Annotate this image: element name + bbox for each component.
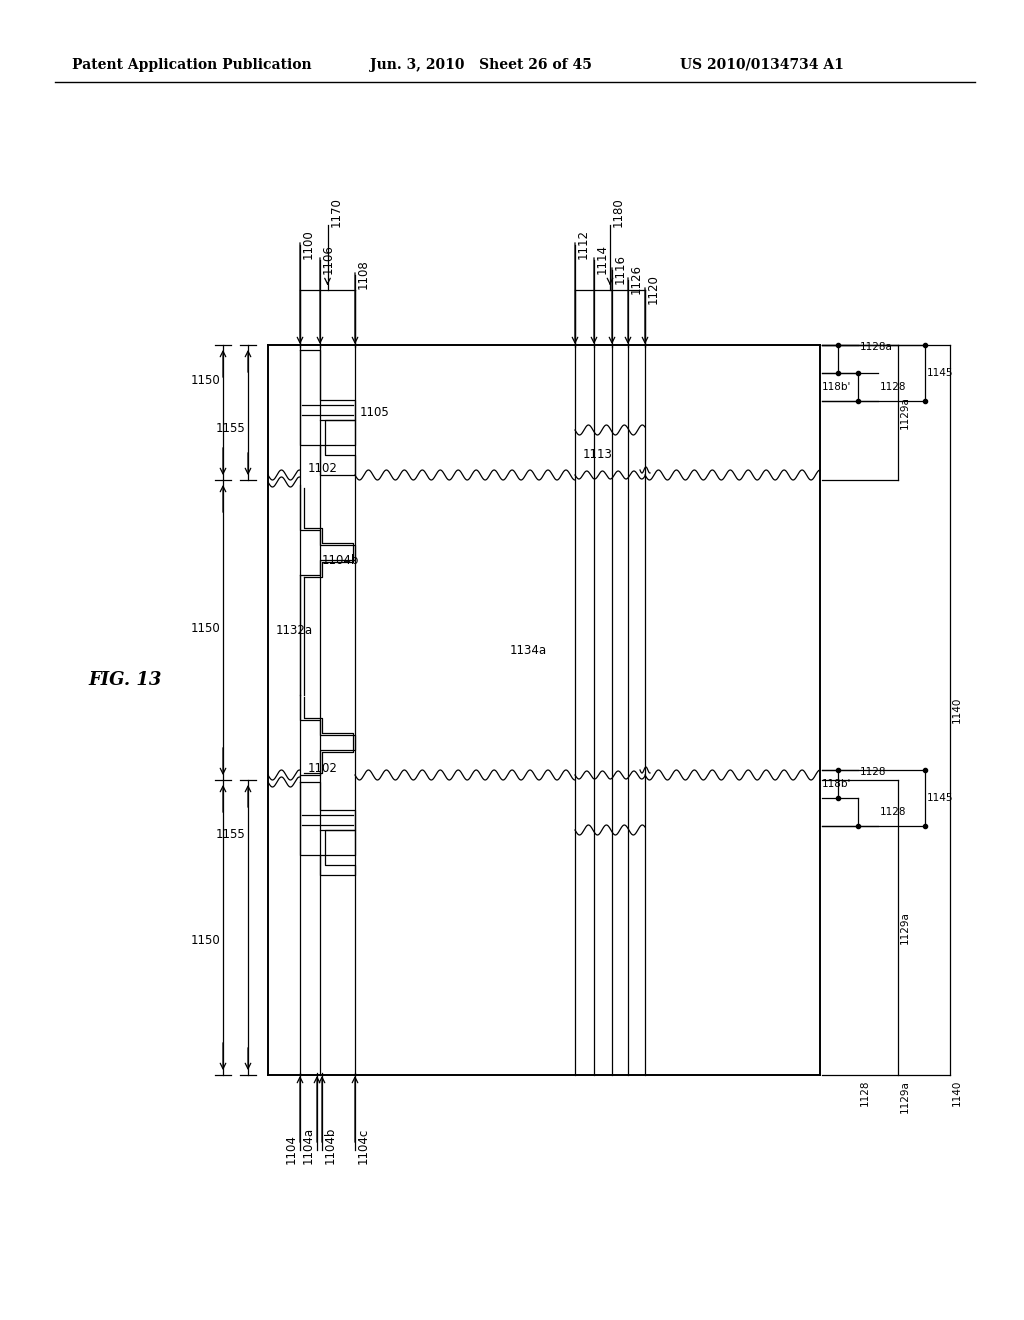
Text: 1155: 1155 (215, 829, 245, 842)
Text: 1128: 1128 (860, 1080, 870, 1106)
Text: 1132a: 1132a (276, 623, 313, 636)
Text: US 2010/0134734 A1: US 2010/0134734 A1 (680, 58, 844, 73)
Text: 1102: 1102 (308, 762, 338, 775)
Text: 1114: 1114 (596, 244, 609, 275)
Text: 118b': 118b' (822, 381, 851, 392)
Text: 1170: 1170 (330, 197, 342, 227)
Text: Jun. 3, 2010   Sheet 26 of 45: Jun. 3, 2010 Sheet 26 of 45 (370, 58, 592, 73)
Text: 1128: 1128 (880, 807, 906, 817)
Text: 1102: 1102 (308, 462, 338, 474)
Text: 1104b: 1104b (322, 553, 359, 566)
Text: 1128: 1128 (880, 381, 906, 392)
Text: 1126: 1126 (630, 264, 643, 294)
Text: 1108: 1108 (357, 259, 370, 289)
Text: 1150: 1150 (190, 622, 220, 635)
Text: 1128: 1128 (860, 767, 887, 777)
Text: 1104: 1104 (285, 1134, 298, 1164)
Text: 1116: 1116 (614, 253, 627, 284)
Text: 1155: 1155 (215, 421, 245, 434)
Text: 1145: 1145 (927, 793, 953, 803)
Text: 1150: 1150 (190, 374, 220, 387)
Text: 1104c: 1104c (357, 1127, 370, 1164)
Text: 1112: 1112 (577, 228, 590, 259)
Text: 1104a: 1104a (302, 1127, 315, 1164)
Text: 1120: 1120 (647, 275, 660, 304)
Text: 1100: 1100 (302, 230, 315, 259)
Text: 1129a: 1129a (900, 396, 910, 429)
Text: 1140: 1140 (952, 697, 962, 723)
Text: FIG. 13: FIG. 13 (88, 671, 162, 689)
Text: 1150: 1150 (190, 933, 220, 946)
Text: 1128a: 1128a (860, 342, 893, 352)
Text: 1134a: 1134a (510, 644, 547, 656)
Text: 1145: 1145 (927, 368, 953, 378)
Text: 1105: 1105 (360, 407, 390, 420)
Text: 118b': 118b' (822, 779, 851, 789)
Text: 1129a: 1129a (900, 1080, 910, 1113)
Text: 1140: 1140 (952, 1080, 962, 1106)
Text: 1106: 1106 (322, 244, 335, 275)
Text: 1113: 1113 (583, 449, 613, 462)
Text: 1104b: 1104b (324, 1127, 337, 1164)
Text: 1180: 1180 (612, 197, 625, 227)
Text: Patent Application Publication: Patent Application Publication (72, 58, 311, 73)
Text: 1129a: 1129a (900, 911, 910, 944)
